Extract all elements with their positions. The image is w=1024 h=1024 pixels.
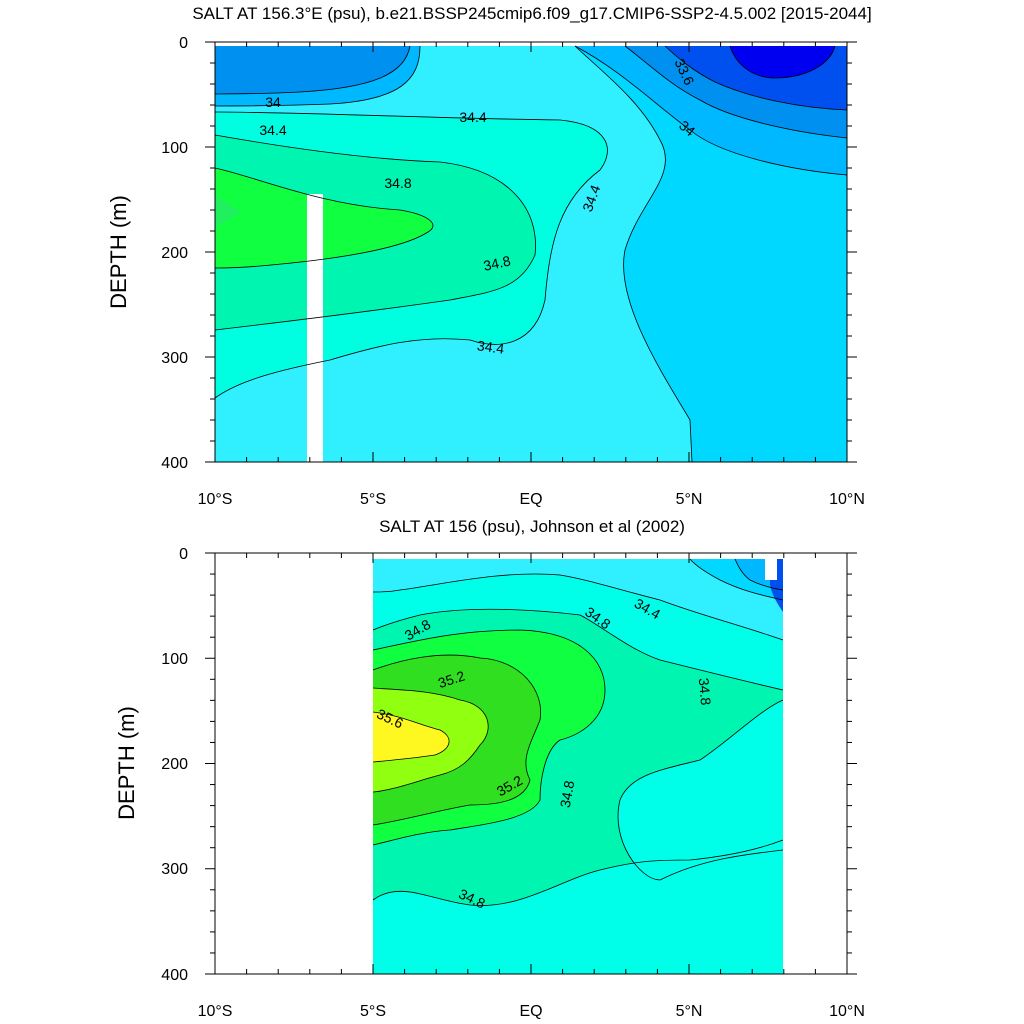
- top-x-tick-labels: 10°S 5°S EQ 5°N 10°N: [198, 491, 865, 508]
- top-x-tick-label: 5°N: [676, 491, 703, 508]
- bottom-y-tick-label: 200: [161, 756, 188, 773]
- bottom-contour-34.2: [689, 558, 784, 601]
- top-band-35.0: [215, 168, 433, 268]
- bottom-x-tick-label: 10°N: [829, 1003, 865, 1020]
- top-contour-33.8-east: [624, 45, 848, 139]
- bottom-x-tick-label: 5°N: [676, 1003, 703, 1020]
- top-y-tick-label: 0: [179, 35, 188, 52]
- top-y-tick-label: 400: [161, 455, 188, 472]
- bottom-contours: [372, 558, 784, 906]
- top-missing-stripe: [307, 194, 323, 462]
- top-contour-33.8-west: [214, 45, 411, 95]
- top-contour-label: 34.8: [384, 175, 411, 191]
- bottom-x-tick-labels: 10°S 5°S EQ 5°N 10°N: [198, 1003, 865, 1020]
- bottom-x-tick-label: EQ: [519, 1003, 542, 1020]
- top-contour-label: 34.8: [482, 252, 512, 273]
- top-x-tick-label: 5°S: [360, 491, 386, 508]
- top-contour-label: 34.4: [259, 122, 286, 138]
- top-x-tick-label: EQ: [519, 491, 542, 508]
- bottom-contour-label: 34.8: [696, 677, 714, 706]
- bottom-contour-34.6: [372, 608, 784, 691]
- top-contour-label: 34.4: [459, 109, 486, 125]
- bottom-contour-34.8-deep: [372, 839, 784, 906]
- bottom-y-tick-labels: 0 100 200 300 400: [161, 546, 188, 984]
- bottom-y-tick-label: 100: [161, 651, 188, 668]
- top-contour-33.4-east: [729, 45, 836, 79]
- top-salinity-field: [215, 46, 847, 462]
- top-contours: [214, 45, 848, 463]
- bottom-y-tick-label: 400: [161, 967, 188, 984]
- top-contour-34.0-west: [214, 45, 421, 107]
- bottom-missing-patch: [765, 559, 777, 580]
- bottom-contour-34.0: [734, 558, 784, 591]
- top-contour-34.0-east: [574, 45, 848, 176]
- top-y-tick-labels: 0 100 200 300 400: [161, 35, 188, 472]
- bottom-salinity-field: [373, 559, 783, 974]
- top-x-tick-label: 10°N: [829, 491, 865, 508]
- bottom-x-tick-label: 5°S: [360, 1003, 386, 1020]
- bottom-axis-ticks: [205, 552, 857, 975]
- top-y-axis-title: DEPTH (m): [106, 195, 131, 309]
- top-contour-34.4-upper: [214, 111, 608, 399]
- top-band-35.0-core: [215, 195, 240, 228]
- top-contour-label: 34.4: [476, 337, 505, 357]
- bottom-contour-35.4: [372, 687, 489, 793]
- top-panel: 34 34.4 34.4 34.8 34.8 34.4 34.4 33.6 34…: [106, 35, 865, 508]
- top-y-tick-label: 200: [161, 245, 188, 262]
- bottom-band-34.6-deep: [373, 840, 783, 974]
- bottom-contour-34.8-east: [617, 699, 784, 881]
- bottom-y-axis-title: DEPTH (m): [114, 706, 139, 820]
- top-contour-34.4-east: [574, 45, 693, 463]
- chart-title-top: SALT AT 156.3°E (psu), b.e21.BSSP245cmip…: [192, 4, 872, 23]
- bottom-y-tick-label: 300: [161, 861, 188, 878]
- bottom-contour-35.6: [372, 711, 450, 763]
- top-contour-35.0: [214, 167, 434, 269]
- bottom-contour-label: 34.8: [557, 779, 578, 809]
- bottom-band-34.6-east: [618, 700, 783, 880]
- bottom-band-35.6: [373, 712, 450, 762]
- top-y-tick-label: 300: [161, 350, 188, 367]
- top-contour-33.6-east: [664, 45, 848, 111]
- chart-title-bottom: SALT AT 156 (psu), Johnson et al (2002): [379, 517, 685, 536]
- top-band-33.4-east: [730, 46, 835, 78]
- top-contour-34.8: [214, 134, 536, 331]
- bottom-contour-35.2: [372, 654, 542, 826]
- bottom-x-tick-label: 10°S: [198, 1003, 233, 1020]
- top-x-tick-label: 10°S: [198, 491, 233, 508]
- bottom-panel: 34.8 34.8 34.4 35.2 35.6 35.2 34.8 34.8 …: [114, 546, 865, 1020]
- bottom-band-34.4: [373, 559, 783, 640]
- top-y-tick-label: 100: [161, 140, 188, 157]
- bottom-contour-35.0: [372, 629, 606, 846]
- bottom-contour-34.4: [372, 573, 784, 641]
- top-band-33.8: [215, 46, 410, 94]
- top-contour-label: 34: [265, 94, 281, 110]
- top-axis-ticks: [205, 41, 857, 463]
- bottom-y-tick-label: 0: [179, 546, 188, 563]
